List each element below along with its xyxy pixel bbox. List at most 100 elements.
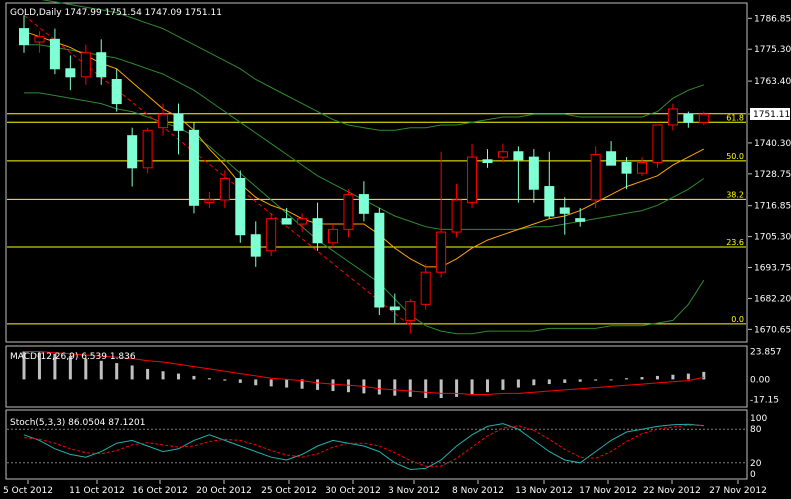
candle-body (142, 129, 153, 169)
macd-bar (192, 375, 196, 380)
macd-tick-label: 23.857 (750, 348, 782, 358)
candle-body (188, 129, 199, 206)
candle-body (683, 113, 694, 123)
fib-label-38.2: 38.2 (726, 190, 744, 199)
candle-body (405, 301, 416, 321)
macd-bar (563, 379, 567, 383)
candle-body (698, 113, 709, 123)
macd-bar (115, 363, 119, 380)
price-tick-label: 1786.85 (754, 14, 791, 24)
fib-label-50.0: 50.0 (726, 152, 744, 161)
candle-body (96, 52, 107, 78)
macd-bar (532, 379, 536, 386)
macd-bar (470, 379, 474, 395)
date-label: 16 Oct 2012 (132, 486, 188, 496)
candle-body (19, 28, 29, 46)
candle-body (374, 212, 385, 308)
date-label: 8 Nov 2012 (452, 486, 504, 496)
macd-label: MACD(12,26,9) 6.539 1.836 (10, 352, 136, 362)
stoch-panel-border (5, 409, 748, 480)
bollinger-lower (24, 92, 705, 335)
candle-body (65, 68, 76, 78)
stoch-label: Stoch(5,3,3) 86.0504 87.1201 (10, 418, 145, 428)
candle-body (343, 194, 354, 230)
date-label: 5 Oct 2012 (3, 486, 53, 496)
candle-body (621, 161, 632, 174)
date-label: 27 Nov 2012 (709, 486, 767, 496)
macd-bar (377, 379, 381, 395)
macd-bar (207, 378, 211, 380)
candle-body (637, 161, 647, 174)
candle-body (235, 178, 246, 236)
price-tick-label: 1740.30 (754, 139, 791, 149)
macd-bar (146, 368, 150, 380)
stoch-k-line (23, 423, 704, 471)
candle-body (328, 228, 338, 244)
macd-bar (486, 379, 489, 393)
candlesticks (19, 15, 709, 334)
candle-body (528, 156, 539, 190)
candle-body (667, 108, 678, 126)
stoch-tick-label: 80 (750, 425, 762, 435)
last-price-box (750, 107, 790, 120)
candle-body (80, 52, 91, 78)
candle-body (513, 151, 524, 161)
macd-bar (686, 373, 690, 380)
macd-tick-label: -17.15 (750, 395, 779, 405)
price-tick-label: 1682.20 (754, 294, 791, 304)
candle-body (266, 218, 277, 252)
candle-body (451, 199, 462, 233)
macd-bar (455, 379, 459, 397)
price-tick-label: 1775.30 (754, 45, 791, 55)
macd-bar (161, 371, 165, 380)
price-tick-label: 1693.75 (754, 264, 791, 274)
candle-body (544, 186, 555, 217)
macd-bar (130, 365, 134, 380)
candle-body (173, 113, 184, 131)
macd-bar (177, 373, 180, 380)
macd-bar (516, 379, 520, 388)
macd-bar (316, 379, 320, 390)
candle-body (127, 135, 138, 169)
macd-bar (408, 379, 412, 397)
macd-bar (300, 379, 304, 389)
macd-panel-border (5, 345, 748, 408)
macd-bar (68, 356, 72, 380)
moving-average (23, 30, 705, 268)
fib-label-61.8: 61.8 (726, 113, 744, 122)
macd-bar (84, 358, 88, 380)
macd-bar (578, 379, 582, 382)
price-tick-label: 1705.30 (754, 233, 791, 243)
candle-body (297, 218, 308, 225)
macd-bar (53, 353, 57, 380)
macd-bar (285, 379, 289, 388)
macd-bar (501, 379, 505, 390)
trendline (23, 14, 411, 327)
chart-header: GOLD,Daily 1747.99 1751.54 1747.09 1751.… (10, 8, 222, 18)
macd-bar (346, 379, 350, 393)
date-label: 11 Oct 2012 (69, 486, 125, 496)
macd-bar (238, 379, 242, 383)
macd-tick-label: 0.00 (750, 375, 770, 385)
macd-bar (640, 377, 644, 380)
stoch-d-line (23, 424, 704, 467)
macd-bar (594, 379, 598, 381)
price-axis: 1786.85 1775.30 1763.40 1751.11 1740.30 1728.… (748, 14, 791, 335)
candle-body (606, 151, 617, 166)
ma-line (23, 30, 705, 268)
candle-body (590, 153, 601, 201)
date-label: 25 Oct 2012 (261, 486, 317, 496)
macd-bar (609, 379, 613, 381)
candle-body (49, 38, 60, 70)
candle-body (389, 306, 400, 311)
candle-body (219, 178, 230, 201)
date-label: 17 Nov 2012 (579, 486, 637, 496)
price-tick-label: 1716.85 (754, 202, 791, 212)
macd-bar (37, 352, 41, 380)
candle-body (559, 207, 570, 214)
macd-bar (439, 379, 443, 399)
macd-bar (393, 379, 397, 396)
macd-bar (424, 379, 428, 399)
